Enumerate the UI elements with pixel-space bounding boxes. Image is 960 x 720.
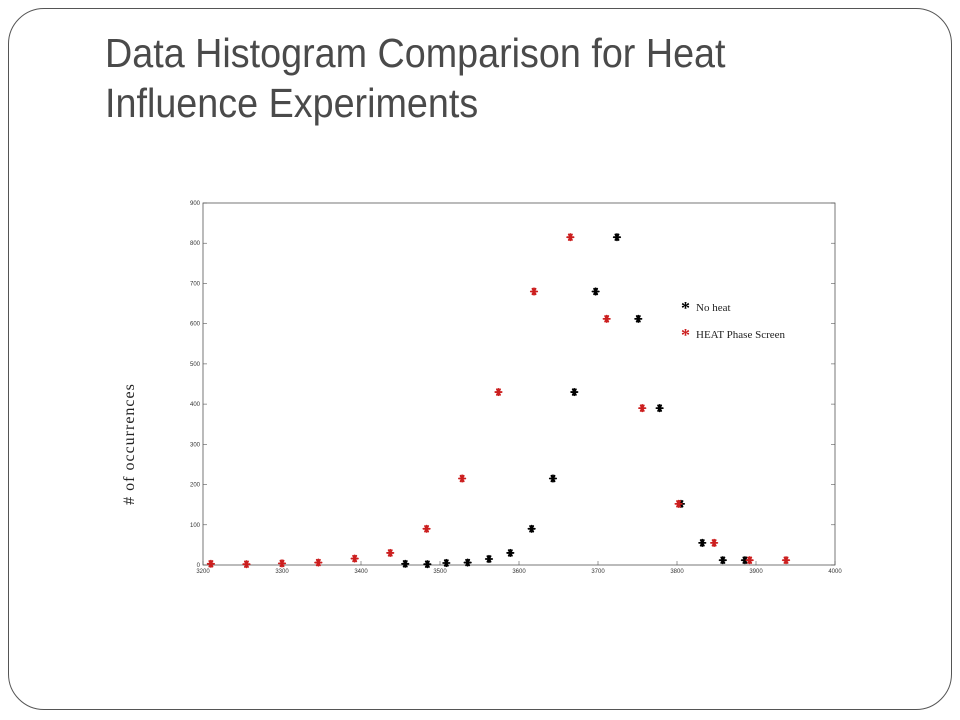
data-point-no-heat	[612, 233, 622, 242]
data-point-no-heat	[423, 560, 432, 569]
x-tick-label: 4000	[828, 569, 842, 575]
data-point-heat-phase-screen	[350, 554, 359, 563]
y-tick-label: 500	[190, 362, 201, 368]
x-tick-label: 3800	[670, 569, 684, 575]
data-point-heat-phase-screen	[277, 559, 287, 568]
page-title: Data Histogram Comparison for Heat Influ…	[105, 30, 726, 126]
y-tick-label: 800	[190, 241, 201, 247]
data-point-heat-phase-screen	[781, 556, 791, 565]
legend-marker-no-heat: *	[681, 298, 690, 318]
plot-area	[202, 202, 836, 566]
data-point-no-heat	[506, 548, 515, 558]
y-tick-label: 200	[190, 483, 201, 489]
data-point-no-heat	[718, 556, 727, 565]
data-point-heat-phase-screen	[422, 524, 431, 533]
data-point-no-heat	[740, 556, 750, 565]
data-point-no-heat	[591, 287, 600, 296]
y-tick-label: 900	[190, 201, 201, 207]
y-tick-label: 0	[197, 563, 201, 569]
data-point-no-heat	[401, 559, 410, 568]
data-point-no-heat	[484, 554, 494, 564]
data-point-no-heat	[442, 558, 451, 568]
data-point-no-heat	[570, 387, 579, 397]
x-tick-label: 3400	[354, 569, 368, 575]
data-point-heat-phase-screen	[566, 233, 575, 242]
y-tick-label: 600	[190, 322, 201, 328]
data-point-heat-phase-screen	[386, 548, 395, 558]
data-point-no-heat	[463, 558, 472, 567]
y-tick-label: 700	[190, 281, 201, 287]
data-point-no-heat	[634, 314, 643, 323]
data-point-heat-phase-screen	[638, 404, 647, 413]
y-tick-label: 400	[190, 402, 201, 408]
data-point-heat-phase-screen	[242, 560, 251, 569]
x-tick-label: 3300	[275, 569, 289, 575]
x-tick-label: 3700	[591, 569, 605, 575]
y-tick-label: 100	[190, 523, 201, 529]
data-point-heat-phase-screen	[206, 559, 216, 568]
data-point-no-heat	[527, 524, 536, 533]
x-tick-label: 3200	[196, 569, 210, 575]
data-point-heat-phase-screen	[674, 499, 683, 508]
legend-label-no-heat: No heat	[696, 302, 731, 314]
y-tick-label: 300	[190, 442, 201, 448]
data-point-heat-phase-screen	[529, 287, 539, 296]
data-point-heat-phase-screen	[745, 556, 754, 565]
legend: * No heat * HEAT Phase Screen	[681, 298, 785, 345]
data-point-heat-phase-screen	[494, 387, 503, 397]
x-tick-label: 3900	[749, 569, 763, 575]
data-point-heat-phase-screen	[710, 538, 719, 547]
data-point-heat-phase-screen	[602, 314, 611, 323]
data-point-no-heat	[548, 474, 558, 483]
data-point-no-heat	[655, 404, 664, 413]
legend-label-heat-phase-screen: HEAT Phase Screen	[696, 329, 785, 341]
x-tick-label: 3500	[433, 569, 447, 575]
data-point-heat-phase-screen	[458, 474, 467, 483]
legend-marker-heat-phase-screen: *	[681, 325, 690, 345]
data-points	[206, 233, 791, 569]
x-tick-label: 3600	[512, 569, 526, 575]
data-point-heat-phase-screen	[314, 558, 323, 567]
data-point-no-heat	[698, 538, 707, 547]
